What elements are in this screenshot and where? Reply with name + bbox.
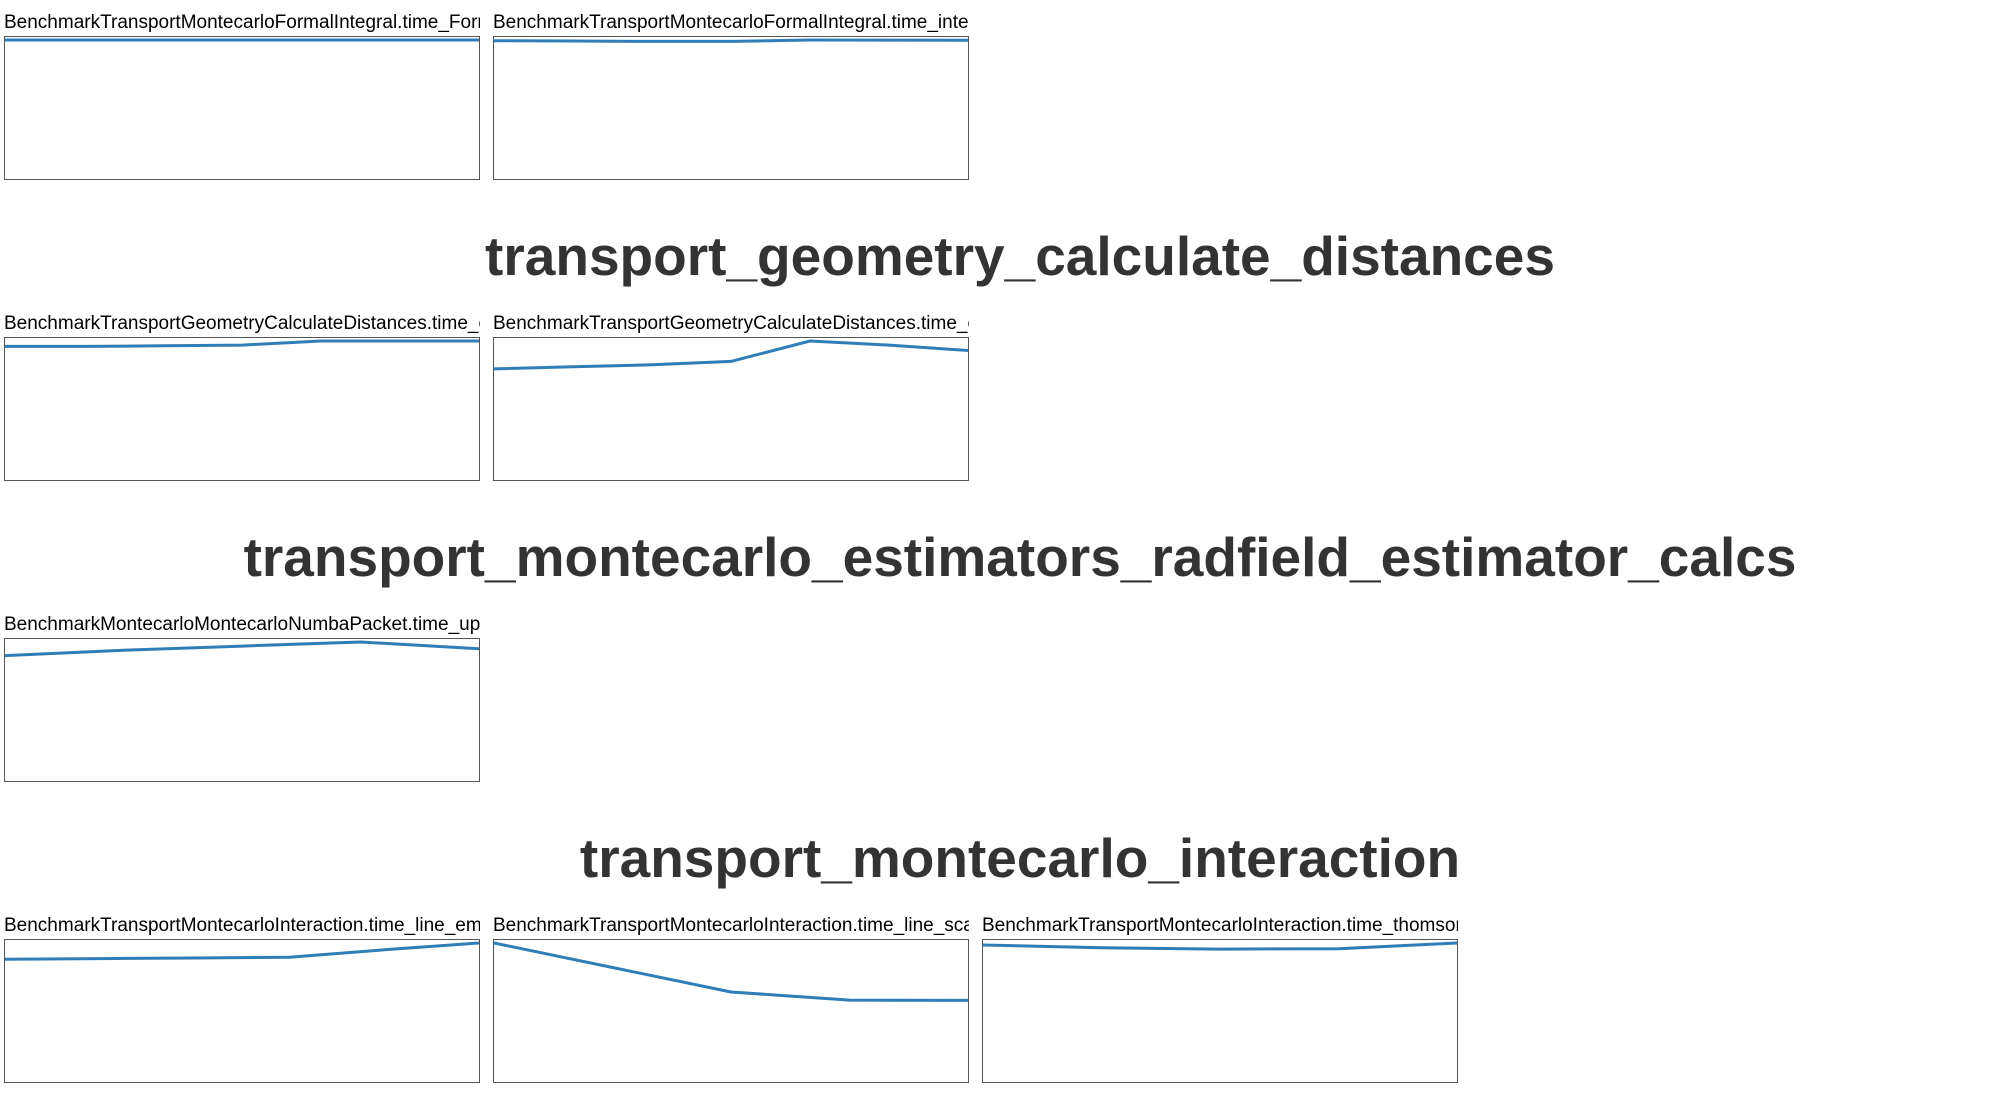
sparkline-chart[interactable] xyxy=(493,939,969,1083)
benchmark-graph[interactable]: BenchmarkTransportMontecarloInteraction.… xyxy=(493,913,969,1089)
sparkline-svg xyxy=(5,640,479,658)
sparkline-chart[interactable] xyxy=(4,939,480,1083)
sparkline-svg xyxy=(494,339,968,371)
sparkline-chart[interactable] xyxy=(4,638,480,782)
benchmark-graph[interactable]: BenchmarkTransportGeometryCalculateDista… xyxy=(4,311,480,487)
sparkline-svg xyxy=(5,339,479,348)
benchmark-graph-title[interactable]: BenchmarkTransportMontecarloFormalIntegr… xyxy=(4,12,480,33)
section-heading: transport_montecarlo_estimators_radfield… xyxy=(243,526,1797,588)
sparkline-series xyxy=(494,38,968,43)
sparkline-svg xyxy=(494,941,968,1002)
benchmark-graph-title[interactable]: BenchmarkTransportMontecarloInteraction.… xyxy=(982,915,1458,936)
benchmark-graph-title[interactable]: BenchmarkTransportMontecarloFormalIntegr… xyxy=(493,12,969,33)
benchmark-graph[interactable]: BenchmarkTransportMontecarloFormalIntegr… xyxy=(493,10,969,186)
benchmark-graph[interactable]: BenchmarkTransportGeometryCalculateDista… xyxy=(493,311,969,487)
benchmark-graph[interactable]: BenchmarkTransportMontecarloInteraction.… xyxy=(982,913,1458,1089)
sparkline-series xyxy=(5,640,479,658)
sparkline-chart[interactable] xyxy=(493,337,969,481)
benchmark-graph-title[interactable]: BenchmarkTransportGeometryCalculateDista… xyxy=(4,313,480,334)
benchmark-graph[interactable]: BenchmarkTransportMontecarloFormalIntegr… xyxy=(4,10,480,186)
sparkline-series xyxy=(983,941,1457,951)
sparkline-chart[interactable] xyxy=(982,939,1458,1083)
section-heading: transport_montecarlo_interaction xyxy=(579,827,1461,889)
sparkline-svg xyxy=(5,38,479,42)
sparkline-chart[interactable] xyxy=(4,337,480,481)
sparkline-svg xyxy=(983,941,1457,951)
sparkline-series xyxy=(5,339,479,348)
sparkline-svg xyxy=(5,941,479,961)
sparkline-svg xyxy=(494,38,968,43)
benchmark-graph-title[interactable]: BenchmarkTransportMontecarloInteraction.… xyxy=(493,915,969,936)
sparkline-series xyxy=(5,941,479,961)
benchmark-graph-title[interactable]: BenchmarkMontecarloMontecarloNumbaPacket… xyxy=(4,614,480,635)
benchmark-graph[interactable]: BenchmarkMontecarloMontecarloNumbaPacket… xyxy=(4,612,480,788)
sparkline-chart[interactable] xyxy=(493,36,969,180)
sparkline-series xyxy=(494,941,968,1002)
benchmark-graph-title[interactable]: BenchmarkTransportMontecarloInteraction.… xyxy=(4,915,480,936)
sparkline-series xyxy=(494,339,968,371)
section-heading: transport_geometry_calculate_distances xyxy=(485,225,1555,287)
benchmark-graph[interactable]: BenchmarkTransportMontecarloInteraction.… xyxy=(4,913,480,1089)
sparkline-chart[interactable] xyxy=(4,36,480,180)
benchmark-graph-title[interactable]: BenchmarkTransportGeometryCalculateDista… xyxy=(493,313,969,334)
